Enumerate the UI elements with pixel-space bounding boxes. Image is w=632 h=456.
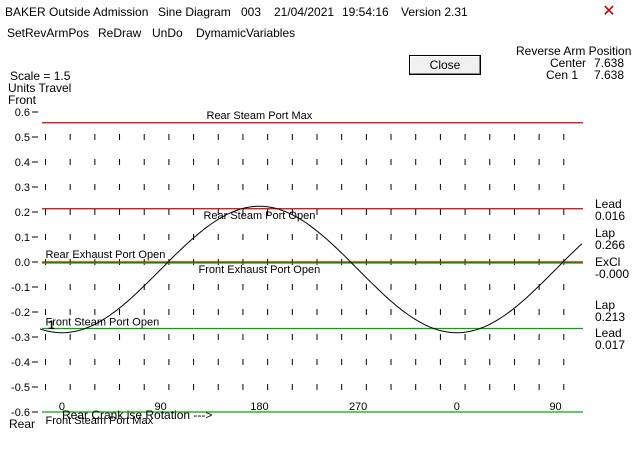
lead-rear-value: 0.016: [595, 209, 626, 223]
y-tick-label: -0.6: [11, 407, 30, 419]
menu-setrevarmpos[interactable]: SetRevArmPos: [7, 26, 90, 40]
diagram-area: 0.6 0.5 0.4 0.3 0.2 0.1 0.0 -0.1 -0.2 -0.3 -0.4 -0.…: [0, 44, 632, 456]
excl-label: ExCl: [595, 255, 621, 269]
version-label: Version 2.31: [401, 5, 468, 19]
front-label: Front: [8, 93, 37, 107]
x-tick-label: 270: [349, 401, 367, 413]
y-tick-label: 0.5: [15, 132, 30, 144]
lap-front-label: Lap: [595, 298, 616, 312]
excl-value: -0.000: [595, 267, 630, 281]
y-tick-label: 0.6: [15, 107, 30, 119]
x-tick-label: 90: [155, 401, 167, 413]
reference-line-label: Rear Exhaust Port Open: [45, 249, 165, 261]
reference-line-label: Front Exhaust Port Open: [199, 264, 321, 276]
y-tick-label: -0.4: [11, 357, 30, 369]
cursor-marker: 1: [48, 318, 55, 332]
center-label: Center: [550, 56, 587, 70]
close-button[interactable]: Close: [409, 55, 481, 75]
lap-rear-label: Lap: [595, 226, 616, 240]
cen1-label: Cen 1: [546, 68, 579, 82]
menu-bar: SetRevArmPos ReDraw UnDo DymamicVariable…: [0, 24, 632, 44]
x-tick-label: 0: [454, 401, 460, 413]
y-tick-label: 0.2: [15, 207, 30, 219]
reference-line-label: Rear Steam Port Open: [203, 210, 315, 222]
y-tick-label: 0.3: [15, 182, 30, 194]
diagram-title: Sine Diagram: [158, 5, 231, 19]
lead-front-value: 0.017: [595, 338, 626, 352]
x-tick-label: 180: [250, 401, 268, 413]
lap-front-value: 0.213: [595, 310, 626, 324]
units-label: Units Travel: [8, 81, 72, 95]
sine-curve: [39, 205, 583, 334]
lead-rear-label: Lead: [595, 197, 622, 211]
menu-undo[interactable]: UnDo: [152, 26, 183, 40]
reference-line-label: Front Steam Port Max: [45, 415, 153, 427]
cen1-value: 7.638: [594, 68, 625, 82]
scale-label: Scale = 1.5: [10, 69, 71, 83]
reverse-arm-title: Reverse Arm Positions: [516, 44, 632, 58]
x-tick-label: 90: [549, 401, 561, 413]
y-tick-label: 0.1: [15, 232, 30, 244]
date-label: 21/04/2021: [274, 5, 335, 19]
sine-diagram-chart: 0.6 0.5 0.4 0.3 0.2 0.1 0.0 -0.1 -0.2 -0.3 -0.4 -0.…: [11, 107, 583, 427]
time-label: 19:54:16: [342, 5, 389, 19]
y-tick-label: 0.0: [15, 257, 30, 269]
lap-rear-value: 0.266: [595, 238, 626, 252]
reference-line-label: Front Steam Port Open: [45, 317, 159, 329]
y-tick-label: -0.2: [11, 307, 30, 319]
app-title: BAKER Outside Admission: [5, 5, 149, 19]
title-bar: BAKER Outside Admission Sine Diagram 003…: [0, 0, 632, 24]
y-tick-label: 0.4: [15, 157, 30, 169]
window-close-icon[interactable]: ✕: [602, 3, 616, 20]
rear-label: Rear: [9, 417, 36, 431]
menu-redraw[interactable]: ReDraw: [98, 26, 142, 40]
lead-front-label: Lead: [595, 326, 622, 340]
rotation-caption: Rear Crank ise Rotation --->: [62, 408, 213, 422]
reference-line-label: Rear Steam Port Max: [207, 110, 313, 122]
x-tick-label: 0: [59, 401, 65, 413]
y-tick-label: -0.1: [11, 282, 30, 294]
y-tick-label: -0.3: [11, 332, 30, 344]
menu-dymamic-variables[interactable]: DymamicVariables: [196, 26, 296, 40]
y-tick-label: -0.5: [11, 382, 30, 394]
center-value: 7.638: [594, 56, 625, 70]
diagram-id: 003: [241, 5, 262, 19]
